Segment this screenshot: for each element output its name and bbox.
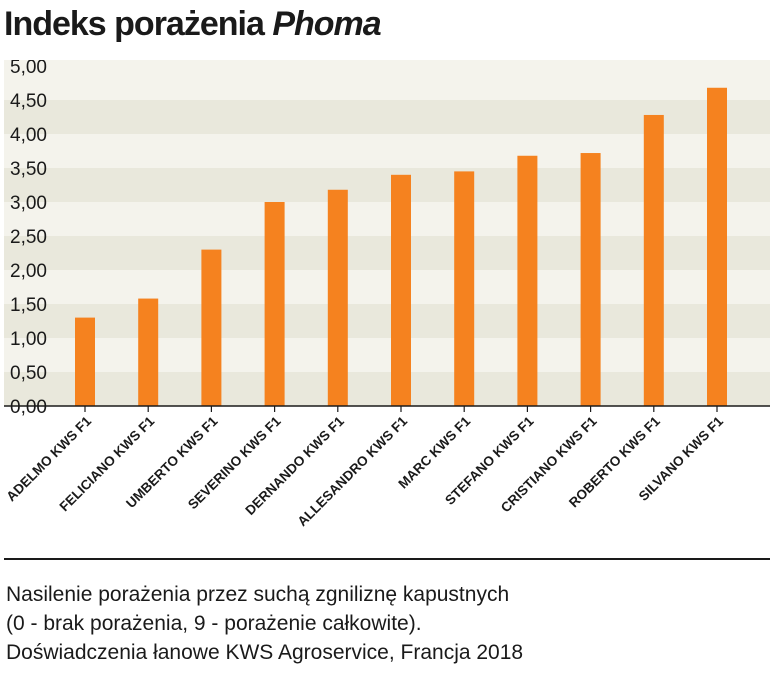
bar — [707, 87, 727, 406]
bar — [454, 171, 475, 406]
footnote-line-2: (0 - brak porażenia, 9 - porażenie całko… — [6, 612, 422, 635]
x-axis-ticks — [84, 406, 718, 412]
background-band — [4, 372, 770, 406]
background-band — [4, 100, 770, 134]
background-band — [4, 304, 770, 338]
y-tick-label: 1,50 — [10, 295, 47, 316]
background-band — [4, 338, 770, 372]
background-band — [4, 60, 770, 100]
y-tick-label: 5,00 — [10, 60, 47, 78]
bar — [264, 202, 285, 406]
y-tick-label: 2,50 — [10, 227, 47, 248]
bar — [391, 174, 411, 406]
y-tick-label: 0,00 — [10, 397, 47, 418]
bar — [138, 298, 159, 406]
background-band — [4, 134, 770, 168]
title-main: Indeks porażenia — [4, 5, 265, 43]
y-tick-label: 2,00 — [10, 261, 47, 282]
divider-rule — [4, 558, 770, 560]
y-tick-label: 3,00 — [10, 193, 47, 214]
y-tick-label: 3,50 — [10, 159, 47, 180]
x-category-label: ALLESANDRO KWS F1 — [295, 413, 411, 529]
bar-chart: 0,00 0,50 1,00 1,50 2,00 2,50 3,00 3,50 4,00 4,50… — [3, 60, 770, 529]
bar — [643, 114, 664, 407]
y-tick-label: 0,50 — [10, 363, 47, 384]
bar — [517, 155, 538, 406]
title-emphasis: Phoma — [272, 5, 381, 43]
y-axis-ticks: 0,00 0,50 1,00 1,50 2,00 2,50 3,00 3,50 4,00 4,50… — [10, 60, 47, 418]
background-band — [4, 168, 770, 202]
y-tick-label: 4,00 — [10, 125, 47, 146]
bars — [75, 87, 727, 407]
background-bands — [4, 60, 770, 406]
footnote-line-1: Nasilenie porażenia przez suchą zgnilizn… — [6, 583, 510, 606]
background-band — [4, 236, 770, 270]
background-band — [4, 270, 770, 304]
chart-title: Indeks porażenia Phoma — [4, 2, 382, 46]
footnote: Nasilenie porażenia przez suchą zgnilizn… — [6, 580, 523, 667]
background-band — [4, 202, 770, 236]
y-tick-label: 1,00 — [10, 329, 47, 350]
bar — [75, 317, 95, 406]
bar — [201, 249, 222, 406]
y-tick-label: 4,50 — [10, 91, 47, 112]
bar — [580, 153, 601, 406]
bar — [327, 189, 348, 406]
footnote-line-3: Doświadczenia łanowe KWS Agroservice, Fr… — [6, 641, 524, 664]
